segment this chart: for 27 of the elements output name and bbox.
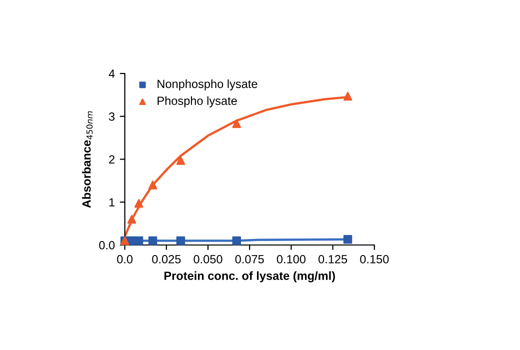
x-tick-label: 0.125 (318, 255, 348, 264)
x-tick-label: 0.150 (360, 255, 389, 264)
point (176, 156, 186, 165)
point (127, 214, 136, 224)
y-tick-label: 1 (109, 198, 114, 206)
legend-label: Nonphospho lysate (158, 79, 258, 90)
point (343, 92, 352, 101)
y-tick-label: 0.0 (99, 241, 115, 250)
x-axis-title: Protein conc. of lysate (mg/ml) (164, 271, 335, 282)
x-tick-label: 0.075 (235, 255, 264, 264)
x-tick-label: 0.0 (117, 255, 133, 264)
legend-label: Phospho lysate (158, 96, 237, 108)
x-tick-label: 0.025 (152, 255, 181, 264)
point (176, 236, 186, 246)
point (148, 236, 158, 246)
point (134, 199, 144, 208)
point (343, 235, 352, 244)
x-tick-label: 0.100 (276, 255, 306, 264)
y-axis-title: Absorbance$_{450nm}$ (82, 111, 93, 208)
y-tick-label: 2 (109, 155, 114, 164)
point (232, 119, 241, 128)
point (232, 236, 241, 246)
x-tick-label: 0.050 (194, 255, 222, 264)
y-tick-label: 4 (108, 70, 115, 78)
point (134, 236, 144, 246)
point (148, 180, 158, 190)
y-tick-label: 3 (108, 112, 115, 121)
